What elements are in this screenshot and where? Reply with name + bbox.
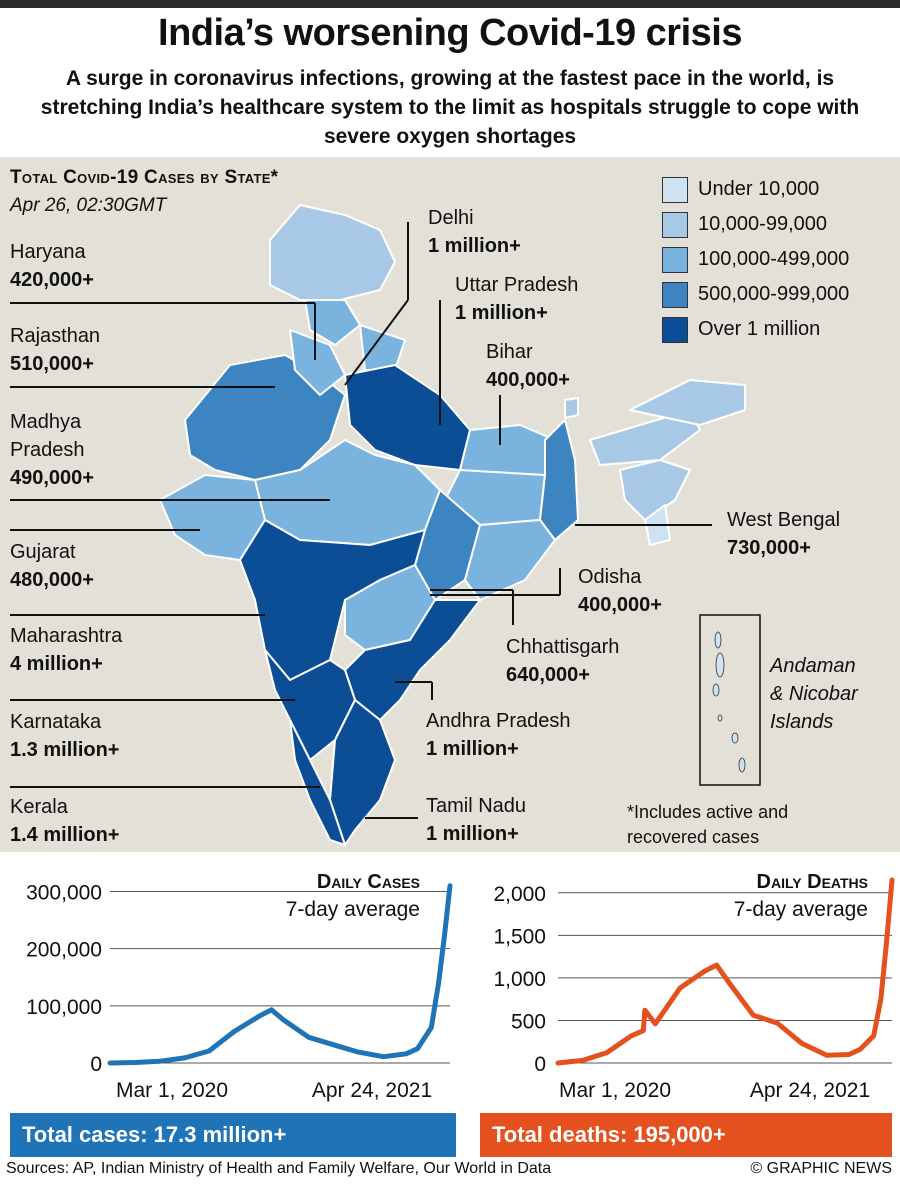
andaman-inset-box (699, 614, 761, 786)
legend-swatch (662, 316, 688, 343)
label-tamil-nadu: Tamil Nadu 1 million+ (426, 795, 527, 845)
total-cases-bar: Total cases: 17.3 million+ (10, 1113, 456, 1157)
y-tick-label: 2,000 (493, 883, 546, 906)
map-legend: Under 10,000 10,000-99,000 100,000-499,0… (662, 172, 849, 347)
state-arunachal (629, 379, 746, 426)
daily-deaths-svg: 0 500 1,000 1,500 2,000 Daily Deaths 7-day ave… (493, 871, 895, 1102)
state-wb (539, 419, 579, 541)
state-odisha (464, 519, 556, 601)
state-hp (304, 299, 361, 346)
legend-item: 500,000-999,000 (662, 277, 849, 312)
y-tick-label: 100,000 (26, 996, 102, 1019)
legend-item: 100,000-499,000 (662, 242, 849, 277)
label-rajasthan: Rajasthan 510,000+ (10, 325, 101, 375)
legend-swatch (662, 246, 688, 273)
daily-cases-svg: 0 100,000 200,000 300,000 Daily Cases 7-day a… (26, 871, 453, 1102)
top-rule (0, 0, 900, 8)
map-date: Apr 26, 02:30GMT (10, 195, 167, 216)
y-tick-label: 1,500 (493, 925, 546, 948)
y-tick-label: 0 (534, 1053, 546, 1076)
daily-deaths-chart: 0 500 1,000 1,500 2,000 Daily Deaths 7-day ave… (460, 855, 900, 1115)
daily-cases-chart: 0 100,000 200,000 300,000 Daily Cases 7-day a… (0, 855, 460, 1115)
page-title: India’s worsening Covid-19 crisis (158, 12, 742, 54)
chart-subtitle: 7-day average (286, 898, 420, 921)
state-ne-south (619, 459, 691, 521)
label-odisha: Odisha 400,000+ (578, 566, 662, 616)
label-uttar-pradesh: Uttar Pradesh 1 million+ (455, 274, 579, 324)
legend-item: Under 10,000 (662, 172, 849, 207)
x-tick-label: Mar 1, 2020 (559, 1079, 671, 1102)
total-deaths-bar: Total deaths: 195,000+ (480, 1113, 892, 1157)
sources: Sources: AP, Indian Ministry of Health a… (6, 1160, 552, 1177)
chart-title: Daily Cases (317, 871, 420, 893)
label-kerala: Kerala 1.4 million+ (10, 796, 120, 846)
label-bihar: Bihar 400,000+ (486, 341, 570, 391)
state-assam (589, 409, 701, 466)
label-west-bengal: West Bengal 730,000+ (727, 509, 841, 559)
label-karnataka: Karnataka 1.3 million+ (10, 711, 120, 761)
label-delhi: Delhi 1 million+ (428, 207, 521, 257)
map-panel (0, 157, 900, 852)
credit: © GRAPHIC NEWS (750, 1160, 892, 1177)
label-haryana: Haryana 420,000+ (10, 241, 94, 291)
y-tick-label: 0 (90, 1053, 102, 1076)
y-tick-label: 500 (511, 1010, 546, 1033)
legend-item: Over 1 million (662, 312, 849, 347)
label-madhya-pradesh: Madhya Pradesh 490,000+ (10, 411, 94, 489)
legend-item: 10,000-99,000 (662, 207, 849, 242)
chart-title: Daily Deaths (757, 871, 868, 893)
state-kerala (289, 719, 346, 846)
label-chhattisgarh: Chhattisgarh 640,000+ (506, 636, 620, 686)
x-tick-label: Apr 24, 2021 (312, 1079, 432, 1102)
map-heading: Total Covid-19 Cases by State* (10, 167, 279, 188)
chart-subtitle: 7-day average (734, 898, 868, 921)
label-andhra-pradesh: Andhra Pradesh 1 million+ (426, 710, 571, 760)
state-haryana (289, 329, 346, 396)
map-footnote: *Includes active and recovered cases (627, 802, 789, 847)
legend-swatch (662, 281, 688, 308)
state-jk (269, 204, 396, 301)
x-tick-label: Mar 1, 2020 (116, 1079, 228, 1102)
label-gujarat: Gujarat 480,000+ (10, 541, 94, 591)
y-tick-label: 1,000 (493, 968, 546, 991)
page-subtitle: A surge in coronavirus infections, growi… (40, 67, 860, 148)
y-tick-label: 200,000 (26, 939, 102, 962)
label-maharashtra: Maharashtra 4 million+ (10, 625, 123, 675)
state-uttarakhand (359, 324, 406, 371)
y-tick-label: 300,000 (26, 881, 102, 904)
series-line (555, 877, 895, 1066)
india-map (10, 204, 761, 846)
legend-swatch (662, 176, 688, 203)
series-line (107, 883, 453, 1066)
andaman-label: Andaman & Nicobar Islands (770, 655, 858, 733)
state-sikkim (564, 397, 579, 419)
legend-swatch (662, 211, 688, 238)
x-tick-label: Apr 24, 2021 (750, 1079, 870, 1102)
